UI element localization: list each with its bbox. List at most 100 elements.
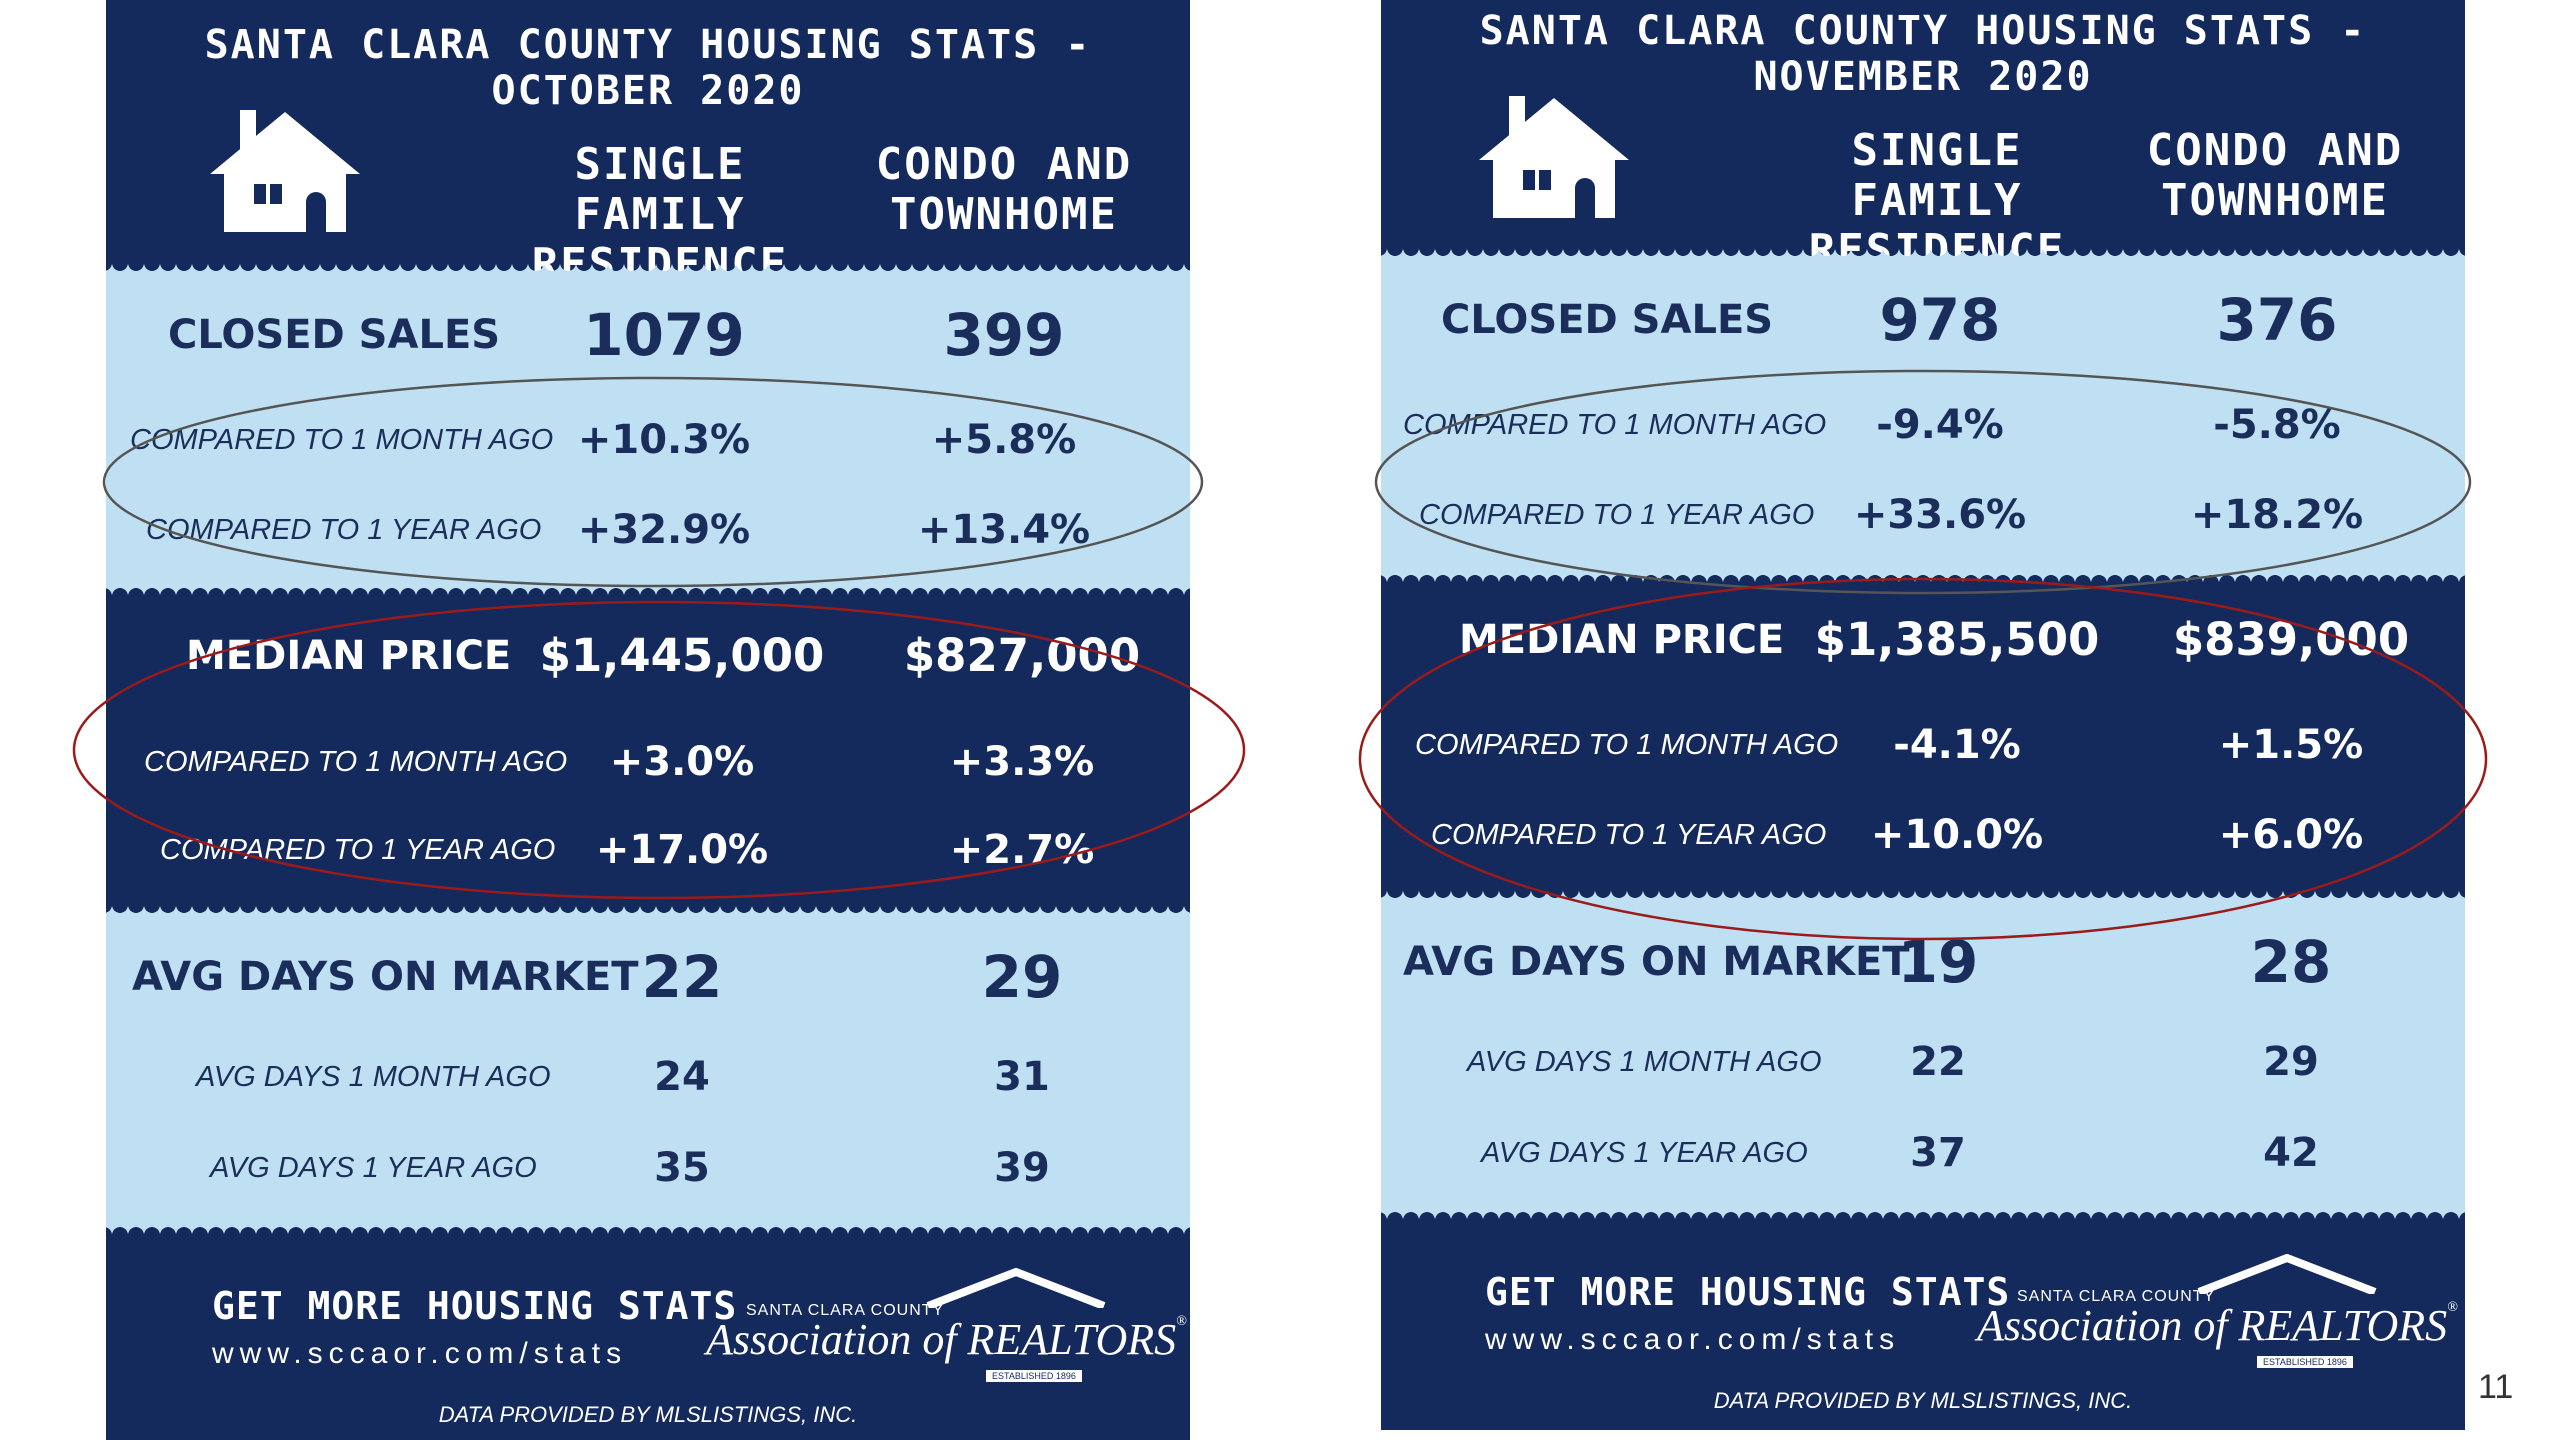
footer-cta: GET MORE HOUSING STATS [212, 1284, 738, 1328]
realtors-logo: SANTA CLARA COUNTY Association of REALTO… [1977, 1254, 2458, 1374]
logo-big-text: Association of REALTORS® [706, 1314, 1187, 1365]
closed-month-row: COMPARED TO 1 MONTH AGO +10.3% +5.8% [106, 405, 1190, 475]
panel-title: SANTA CLARA COUNTY HOUSING STATS - NOVEM… [1479, 8, 2367, 100]
days-row: AVG DAYS ON MARKET 19 28 [1381, 927, 2465, 997]
median-price-row: MEDIAN PRICE $1,445,000 $827,000 [106, 621, 1190, 691]
row-label: COMPARED TO 1 YEAR AGO [1431, 819, 1827, 851]
median-year-row: COMPARED TO 1 YEAR AGO +10.0% +6.0% [1381, 800, 2465, 870]
sfr-value: 37 [1910, 1130, 1966, 1176]
row-label: COMPARED TO 1 YEAR AGO [160, 834, 556, 866]
sfr-value: -9.4% [1876, 402, 2004, 448]
condo-value: +3.3% [949, 739, 1095, 785]
days-section [1381, 890, 2465, 1220]
sfr-value: 22 [641, 943, 723, 1011]
row-label: COMPARED TO 1 MONTH AGO [130, 424, 554, 456]
sfr-value: 35 [654, 1145, 710, 1191]
roof-icon [2197, 1254, 2377, 1294]
days-row: AVG DAYS ON MARKET 22 29 [106, 942, 1190, 1012]
median-month-row: COMPARED TO 1 MONTH AGO +3.0% +3.3% [106, 727, 1190, 797]
condo-value: 29 [2263, 1039, 2319, 1085]
row-label: AVG DAYS 1 YEAR AGO [1481, 1137, 1808, 1169]
sfr-value: +3.0% [609, 739, 755, 785]
condo-value: 31 [994, 1054, 1050, 1100]
row-label: COMPARED TO 1 YEAR AGO [146, 514, 542, 546]
column-header-condo: CONDO AND TOWNHOME [834, 140, 1174, 240]
row-label: AVG DAYS 1 YEAR AGO [210, 1152, 537, 1184]
footer-url[interactable]: www.sccaor.com/stats [212, 1337, 628, 1370]
row-label: AVG DAYS 1 MONTH AGO [196, 1061, 551, 1093]
footer-note: DATA PROVIDED BY MLSLISTINGS, INC. [1713, 1388, 2133, 1413]
infographic-october: SANTA CLARA COUNTY HOUSING STATS - OCTOB… [106, 0, 1190, 1440]
logo-small-text: SANTA CLARA COUNTY [746, 1302, 945, 1319]
row-label: COMPARED TO 1 YEAR AGO [1419, 499, 1815, 531]
logo-established: ESTABLISHED 1896 [986, 1370, 1082, 1382]
logo-small-text: SANTA CLARA COUNTY [2017, 1288, 2216, 1305]
row-label: CLOSED SALES [168, 312, 501, 358]
condo-value: 42 [2263, 1130, 2319, 1176]
sfr-value: -4.1% [1893, 722, 2021, 768]
house-icon [1479, 96, 1629, 218]
median-year-row: COMPARED TO 1 YEAR AGO +17.0% +2.7% [106, 815, 1190, 885]
logo-registered-mark: ® [1176, 1314, 1187, 1329]
row-label: COMPARED TO 1 MONTH AGO [144, 746, 568, 778]
condo-value: +2.7% [949, 827, 1095, 873]
panel-title: SANTA CLARA COUNTY HOUSING STATS - OCTOB… [204, 22, 1092, 114]
closed-sales-row: CLOSED SALES 1079 399 [106, 300, 1190, 370]
sfr-value: 19 [1897, 928, 1979, 996]
logo-big-label: Association of REALTORS [1977, 1301, 2448, 1350]
row-label: CLOSED SALES [1441, 297, 1774, 343]
days-month-row: AVG DAYS 1 MONTH AGO 24 31 [106, 1042, 1190, 1112]
row-label: AVG DAYS 1 MONTH AGO [1467, 1046, 1822, 1078]
footer-url[interactable]: www.sccaor.com/stats [1485, 1323, 1901, 1356]
sfr-value: 1079 [583, 301, 745, 369]
column-header-condo-text: CONDO AND TOWNHOME [2146, 125, 2404, 226]
condo-value: +13.4% [917, 507, 1091, 553]
footer-note: DATA PROVIDED BY MLSLISTINGS, INC. [438, 1402, 858, 1427]
days-section [106, 905, 1190, 1235]
condo-value: $839,000 [2172, 613, 2410, 666]
closed-year-row: COMPARED TO 1 YEAR AGO +33.6% +18.2% [1381, 480, 2465, 550]
row-label: AVG DAYS ON MARKET [132, 954, 639, 1000]
house-icon [210, 110, 360, 232]
column-header-condo-text: CONDO AND TOWNHOME [875, 139, 1133, 240]
closed-year-row: COMPARED TO 1 YEAR AGO +32.9% +13.4% [106, 495, 1190, 565]
row-label: COMPARED TO 1 MONTH AGO [1415, 729, 1839, 761]
footer-cta: GET MORE HOUSING STATS [1485, 1270, 2011, 1314]
condo-value: +6.0% [2218, 812, 2364, 858]
days-month-row: AVG DAYS 1 MONTH AGO 22 29 [1381, 1027, 2465, 1097]
sfr-value: +33.6% [1853, 492, 2027, 538]
column-header-condo: CONDO AND TOWNHOME [2105, 126, 2445, 226]
sfr-value: 978 [1879, 286, 2001, 354]
sfr-value: 24 [654, 1054, 710, 1100]
condo-value: 28 [2250, 928, 2332, 996]
median-month-row: COMPARED TO 1 MONTH AGO -4.1% +1.5% [1381, 710, 2465, 780]
row-label: AVG DAYS ON MARKET [1403, 939, 1910, 985]
sfr-value: 22 [1910, 1039, 1966, 1085]
condo-value: +5.8% [931, 417, 1077, 463]
closed-sales-row: CLOSED SALES 978 376 [1381, 285, 2465, 355]
days-year-row: AVG DAYS 1 YEAR AGO 37 42 [1381, 1118, 2465, 1188]
row-label: MEDIAN PRICE [186, 633, 512, 679]
sfr-value: +17.0% [595, 827, 769, 873]
condo-value: 29 [981, 943, 1063, 1011]
sfr-value: $1,385,500 [1814, 613, 2100, 666]
condo-value: 399 [943, 301, 1065, 369]
condo-value: 39 [994, 1145, 1050, 1191]
logo-big-label: Association of REALTORS [706, 1315, 1177, 1364]
realtors-logo: SANTA CLARA COUNTY Association of REALTO… [706, 1268, 1187, 1388]
condo-value: +18.2% [2190, 492, 2364, 538]
row-label: COMPARED TO 1 MONTH AGO [1403, 409, 1827, 441]
condo-value: +1.5% [2218, 722, 2364, 768]
closed-month-row: COMPARED TO 1 MONTH AGO -9.4% -5.8% [1381, 390, 2465, 460]
condo-value: $827,000 [903, 629, 1141, 682]
logo-big-text: Association of REALTORS® [1977, 1300, 2458, 1351]
sfr-value: +32.9% [577, 507, 751, 553]
sfr-value: +10.3% [577, 417, 751, 463]
page-number: 11 [2478, 1368, 2514, 1406]
logo-established: ESTABLISHED 1896 [2257, 1356, 2353, 1368]
roof-icon [926, 1268, 1106, 1308]
infographic-november: SANTA CLARA COUNTY HOUSING STATS - NOVEM… [1381, 0, 2465, 1430]
logo-registered-mark: ® [2447, 1300, 2458, 1315]
median-price-row: MEDIAN PRICE $1,385,500 $839,000 [1381, 605, 2465, 675]
condo-value: -5.8% [2213, 402, 2341, 448]
